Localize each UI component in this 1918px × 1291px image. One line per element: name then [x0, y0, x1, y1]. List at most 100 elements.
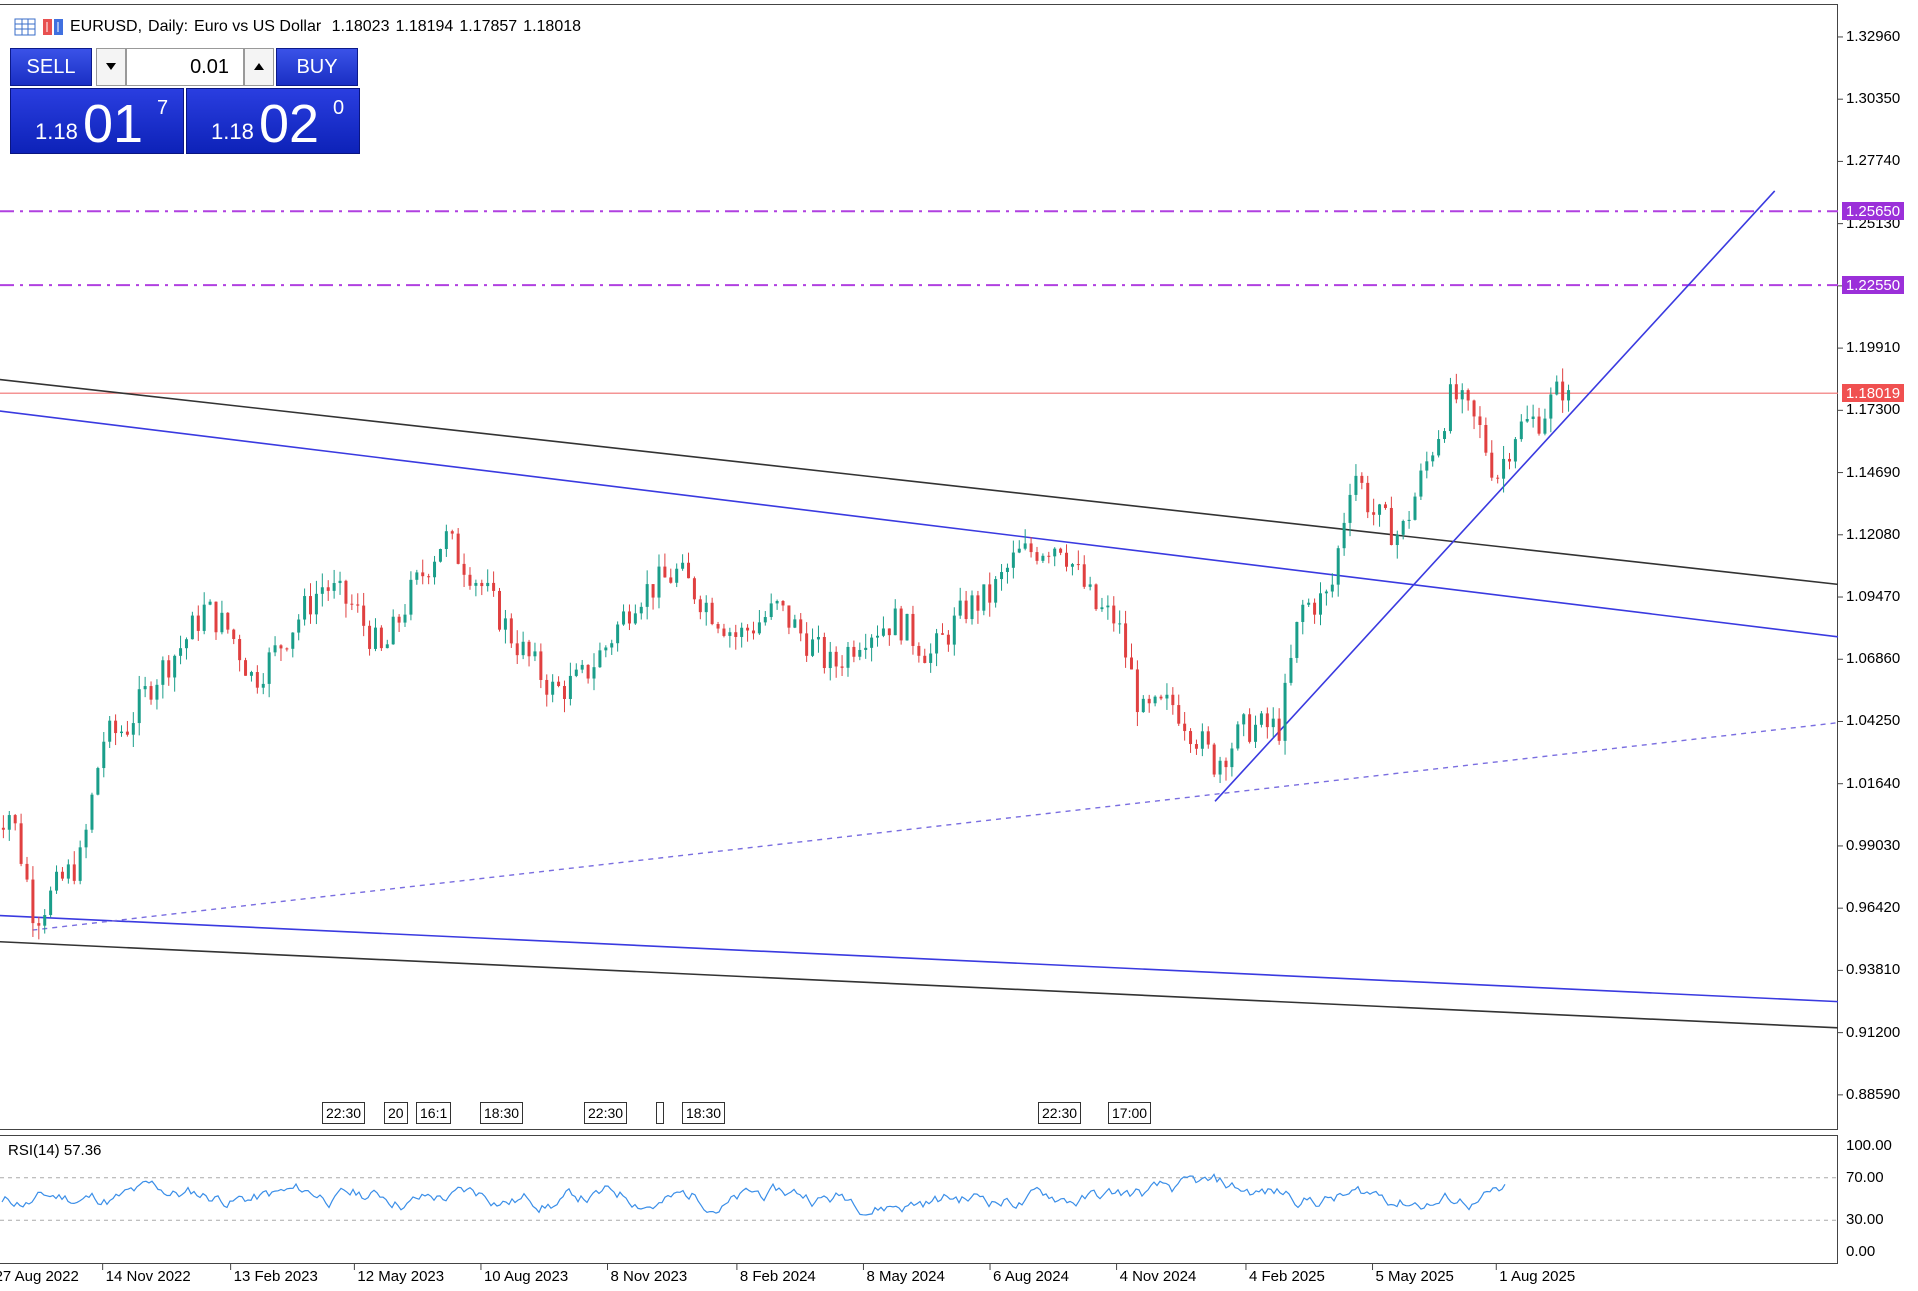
candle-body: [846, 646, 850, 668]
candle-body: [108, 720, 112, 742]
lot-decrease-button[interactable]: [96, 48, 126, 86]
candle-body: [1395, 534, 1399, 546]
candle-body: [881, 628, 885, 636]
candle-body: [905, 613, 909, 641]
candle-body: [249, 672, 253, 676]
price-chart-area[interactable]: [0, 4, 1838, 1130]
candle-body: [1437, 439, 1441, 456]
price-axis-label: 0.99030: [1846, 836, 1901, 854]
candle-body: [1100, 607, 1104, 610]
rsi-axis-label: 0.00: [1846, 1243, 1876, 1260]
candle-body: [929, 653, 933, 663]
candle-body: [1484, 424, 1488, 453]
candle-body: [551, 681, 555, 695]
candle-body: [976, 595, 980, 611]
candle-body: [1283, 682, 1287, 741]
candle-body: [184, 639, 188, 649]
buy-price-quote[interactable]: 1.18 02 0: [186, 88, 360, 154]
event-tag[interactable]: 22:30: [322, 1102, 366, 1124]
event-tag[interactable]: 17:00: [1108, 1102, 1152, 1124]
candle-body: [870, 637, 874, 648]
lot-size-input[interactable]: [126, 48, 244, 86]
candle-body: [226, 612, 230, 630]
one-click-trading-icon[interactable]: [42, 18, 64, 36]
candle-body: [610, 643, 614, 648]
candle-body: [1454, 384, 1458, 400]
candle-body: [1248, 714, 1252, 742]
candle-body: [503, 618, 507, 630]
candle-body: [397, 616, 401, 623]
buy-price-fraction: 0: [333, 97, 345, 119]
time-axis-label: 12 May 2023: [357, 1268, 445, 1285]
candle-body: [320, 587, 324, 594]
candle-body: [480, 582, 484, 587]
candle-body: [279, 645, 283, 649]
candle-body: [775, 601, 779, 604]
buy-button[interactable]: BUY: [276, 48, 358, 86]
candle-body: [1106, 605, 1110, 608]
sell-price-fraction: 7: [157, 97, 169, 119]
event-tag[interactable]: 22:30: [584, 1102, 628, 1124]
event-tag[interactable]: 20: [384, 1102, 408, 1124]
candle-body: [675, 568, 679, 583]
candle-body: [1047, 555, 1051, 557]
candle-body: [1135, 669, 1139, 713]
candle-body: [592, 667, 596, 679]
candle-body: [616, 624, 620, 644]
chart-grid-icon[interactable]: [14, 18, 36, 36]
ohlc-close: 1.18018: [523, 18, 582, 35]
candle-body: [722, 628, 726, 636]
candle-body: [1141, 698, 1145, 713]
price-axis-label: 1.27740: [1846, 152, 1901, 170]
candle-body: [1543, 418, 1547, 434]
candle-body: [751, 630, 755, 634]
time-axis-label: 5 May 2025: [1375, 1268, 1454, 1285]
candle-body: [1555, 381, 1559, 395]
candle-body: [728, 632, 732, 636]
candle-body: [344, 580, 348, 604]
price-axis-label: 1.30350: [1846, 90, 1901, 108]
event-tag[interactable]: 18:30: [480, 1102, 524, 1124]
price-axis-label: 1.32960: [1846, 27, 1901, 45]
candle-body: [167, 660, 171, 678]
candle-body: [1041, 555, 1045, 561]
candle-body: [66, 864, 70, 879]
candle-body: [716, 624, 720, 629]
candle-body: [527, 641, 531, 657]
price-tag: 1.25650: [1842, 202, 1904, 221]
sell-button[interactable]: SELL: [10, 48, 92, 86]
lot-increase-button[interactable]: [244, 48, 274, 86]
candle-body: [415, 572, 419, 580]
candle-body: [208, 601, 212, 605]
candle-body: [964, 600, 968, 620]
candle-body: [438, 549, 442, 562]
candle-body: [421, 572, 425, 577]
candle-body: [687, 562, 691, 579]
event-tag[interactable]: 22:30: [1038, 1102, 1082, 1124]
candle-body: [698, 599, 702, 613]
symbol-label: EURUSD,: [70, 18, 143, 35]
candle-body: [427, 576, 431, 578]
event-tag[interactable]: 18:30: [682, 1102, 726, 1124]
event-tag[interactable]: [656, 1102, 664, 1124]
candle-body: [13, 815, 17, 824]
sell-price-quote[interactable]: 1.18 01 7: [10, 88, 184, 154]
timeframe-label: Daily:: [148, 18, 189, 35]
candle-body: [78, 847, 82, 881]
candle-body: [568, 675, 572, 699]
candle-body: [60, 871, 64, 879]
candle-body: [598, 650, 602, 668]
rsi-label: RSI(14) 57.36: [8, 1142, 102, 1159]
candle-body: [1324, 591, 1328, 594]
candle-body: [373, 627, 377, 649]
candle-body: [1153, 696, 1157, 704]
event-tag[interactable]: 16:1: [416, 1102, 452, 1124]
rsi-indicator-area[interactable]: [0, 1135, 1838, 1264]
candle-body: [1200, 731, 1204, 749]
candle-body: [710, 602, 714, 625]
candle-body: [1124, 623, 1128, 658]
candle-body: [580, 664, 584, 670]
candle-body: [1496, 477, 1500, 479]
